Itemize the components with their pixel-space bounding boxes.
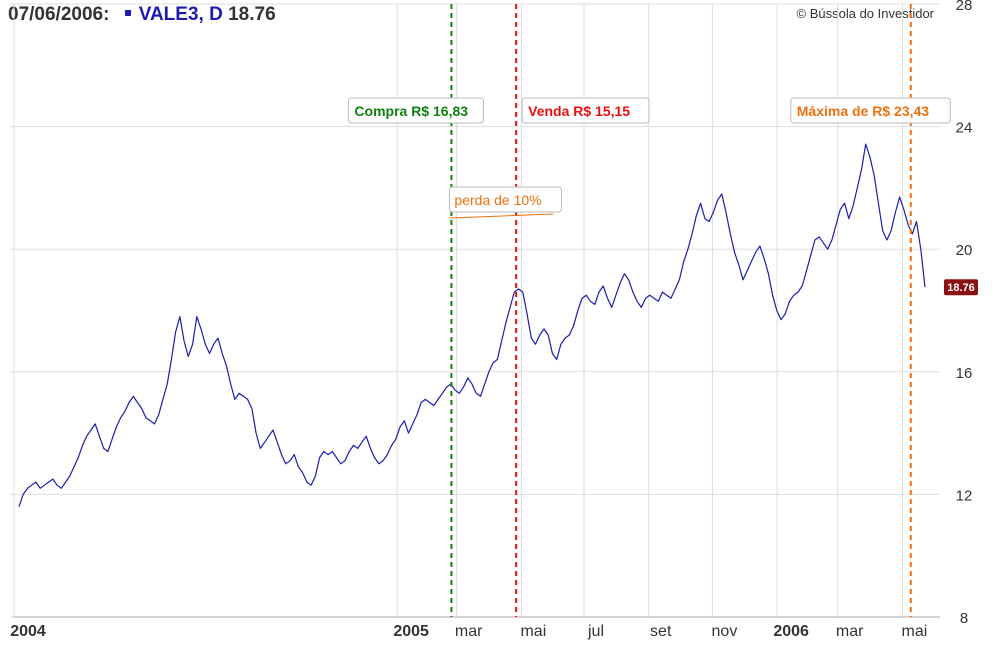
x-tick-label: 2004 [10, 623, 46, 640]
y-tick-label: 16 [956, 365, 973, 382]
y-tick-label: 12 [956, 487, 973, 504]
y-tick-label: 8 [960, 610, 968, 627]
annotation-label-loss: perda de 10% [454, 192, 541, 208]
marker-label-box-sell [521, 97, 650, 124]
x-tick-label: 2006 [773, 623, 809, 640]
x-tick-label: 2005 [393, 623, 429, 640]
x-tick-label: mar [455, 623, 483, 640]
copyright-text: © Bússola do Investidor [796, 6, 934, 21]
x-tick-label: mai [520, 623, 546, 640]
header-date: 07/06/2006: [8, 4, 110, 25]
last-price-badge [944, 279, 978, 296]
annotation-pointer-loss [449, 213, 554, 219]
header-price: 18.76 [228, 4, 276, 25]
x-tick-label: mar [836, 623, 864, 640]
price-series-line [18, 143, 926, 507]
y-tick-label: 20 [956, 242, 973, 259]
marker-label-box-buy [347, 97, 484, 124]
annotation-box-loss [448, 186, 562, 213]
marker-label-buy: Compra R$ 16,83 [354, 103, 468, 119]
marker-label-max: Máxima de R$ 23,43 [797, 103, 930, 119]
x-tick-label: nov [712, 623, 738, 640]
y-tick-label: 24 [956, 120, 973, 137]
x-tick-label: jul [587, 623, 604, 640]
x-tick-label: mai [902, 623, 928, 640]
series-square-icon [124, 10, 131, 17]
marker-label-sell: Venda R$ 15,15 [528, 103, 630, 119]
chart-header: 07/06/2006: VALE3, D 18.76 [8, 4, 276, 26]
x-tick-label: set [650, 623, 672, 640]
marker-label-box-max [790, 97, 951, 124]
last-price-label: 18.76 [947, 282, 975, 294]
y-tick-label: 28 [956, 0, 973, 14]
header-ticker: VALE3, D [138, 4, 223, 25]
